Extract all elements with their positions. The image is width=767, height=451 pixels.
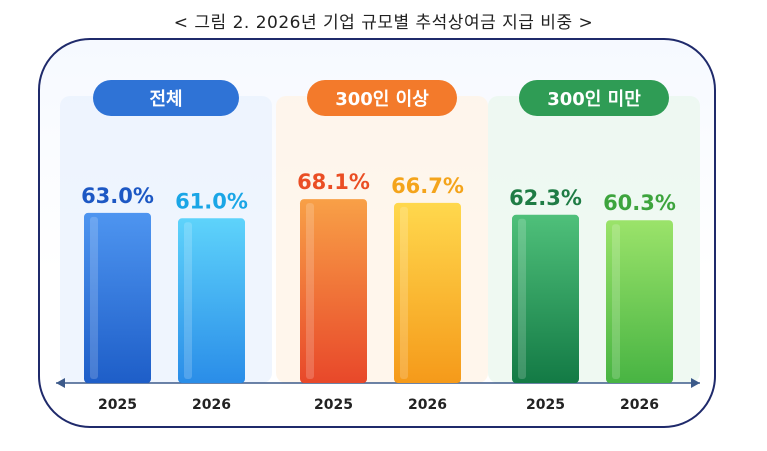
bar-highlight [612, 224, 620, 379]
bar-highlight [400, 206, 408, 379]
x-tick-label: 2025 [526, 397, 565, 413]
data-label: 63.0% [81, 184, 154, 208]
data-label: 62.3% [509, 186, 582, 210]
group-label: 300인 이상 [335, 89, 429, 110]
bar [394, 202, 461, 383]
axis-arrow-right-icon [691, 378, 700, 388]
data-label: 61.0% [175, 189, 248, 213]
group-label: 300인 미만 [547, 89, 641, 110]
group-label-pill [93, 80, 239, 116]
bar-highlight [518, 218, 526, 379]
x-tick-label: 2026 [192, 397, 231, 413]
data-label: 66.7% [391, 174, 464, 198]
bar-highlight [184, 222, 192, 379]
data-label: 60.3% [603, 191, 676, 215]
chart-title: < 그림 2. 2026년 기업 규모별 추석상여금 지급 비중 > [173, 13, 594, 33]
x-tick-label: 2025 [314, 397, 353, 413]
bar [178, 218, 245, 383]
group-label-pill [307, 80, 457, 116]
x-tick-label: 2026 [408, 397, 447, 413]
bar-highlight [90, 216, 98, 379]
bar [300, 199, 367, 383]
bar-highlight [306, 203, 314, 379]
x-tick-label: 2025 [98, 397, 137, 413]
axis-arrow-left-icon [56, 378, 65, 388]
bar [512, 214, 579, 383]
group-label: 전체 [149, 89, 182, 110]
x-tick-label: 2026 [620, 397, 659, 413]
data-label: 68.1% [297, 170, 370, 194]
bar [84, 212, 151, 383]
bar [606, 220, 673, 383]
group-label-pill [519, 80, 669, 116]
